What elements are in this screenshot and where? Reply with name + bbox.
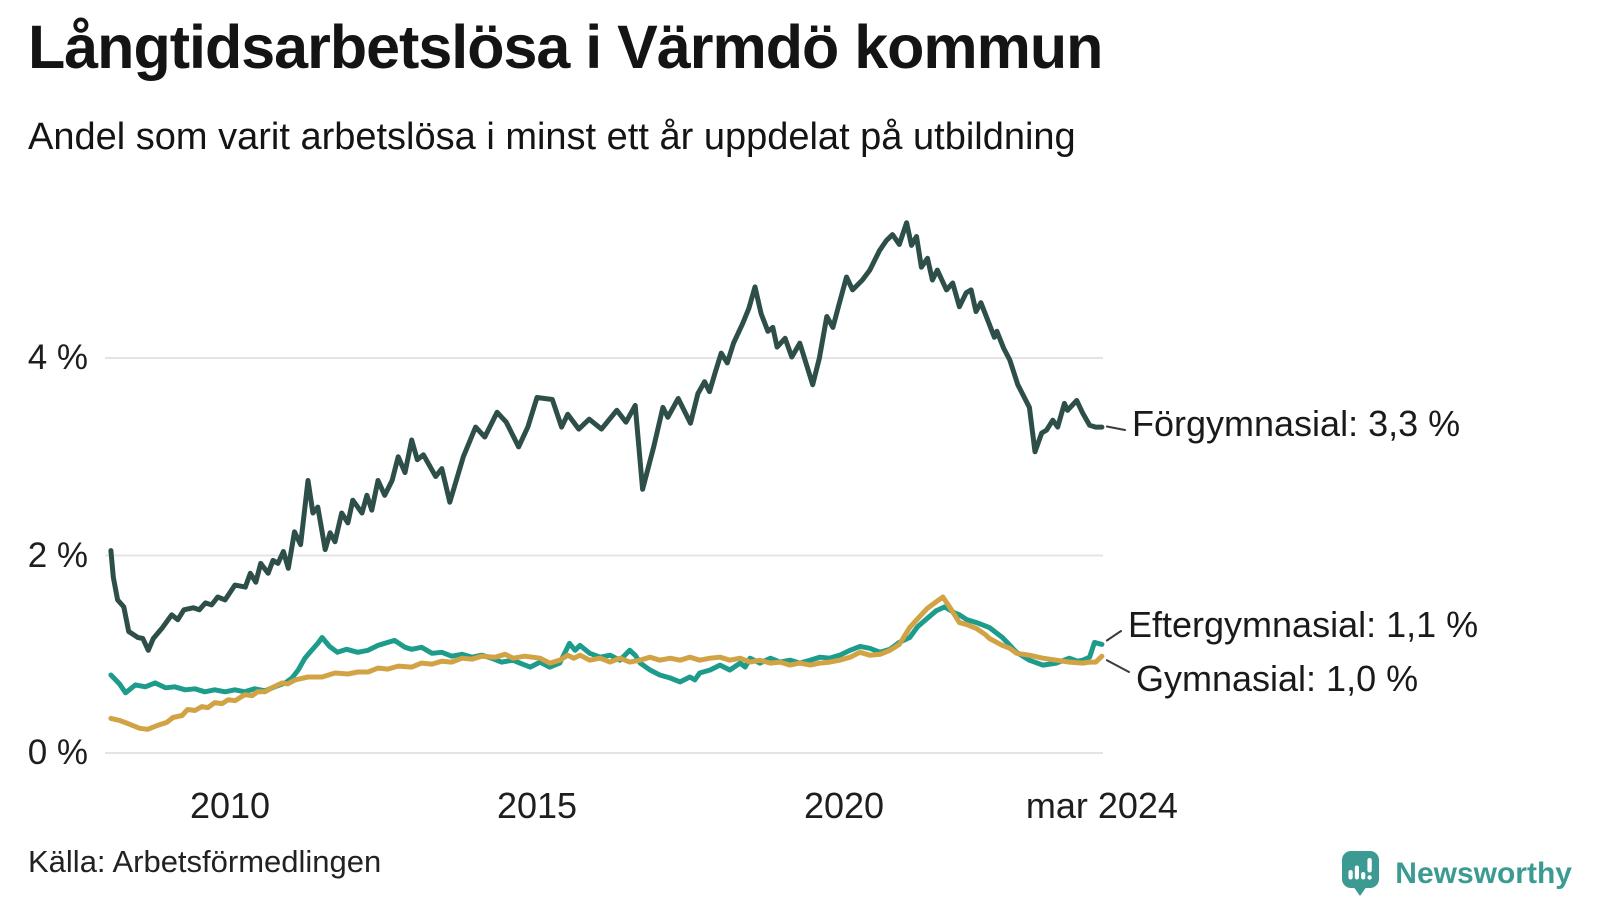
page-title: Långtidsarbetslösa i Värmdö kommun [28,13,1103,81]
y-tick-2pct: 2 % [27,535,88,575]
y-tick-0pct: 0 % [27,733,88,772]
series-line-eftergymnasial [108,604,1105,696]
annotation-connector-gymnasial [1105,659,1130,673]
x-tick-2010: 2010 [189,785,271,826]
annotation-connector-eftergymnasial [1105,630,1122,642]
series-label-eftergymnasial: Eftergymnasial: 1,1 % [1128,604,1479,645]
page-subtitle: Andel som varit arbetslösa i minst ett å… [28,116,1076,158]
series-line-förgymnasial [108,220,1105,653]
newsworthy-logo-icon [1341,850,1381,897]
source-note: Källa: Arbetsförmedlingen [28,844,382,879]
x-tick-2015: 2015 [496,785,578,826]
newsworthy-brand: Newsworthy [1341,850,1572,897]
x-tick-mar-2024: mar 2024 [1025,785,1178,826]
newsworthy-brand-name: Newsworthy [1395,856,1572,890]
x-tick-2020: 2020 [803,785,885,826]
series-label-gymnasial: Gymnasial: 1,0 % [1136,658,1419,699]
annotation-connector-förgymnasial [1105,425,1126,431]
y-tick-4pct: 4 % [27,338,88,377]
series-label-forgymnasial: Förgymnasial: 3,3 % [1132,403,1461,444]
series-line-gymnasial [108,594,1105,732]
